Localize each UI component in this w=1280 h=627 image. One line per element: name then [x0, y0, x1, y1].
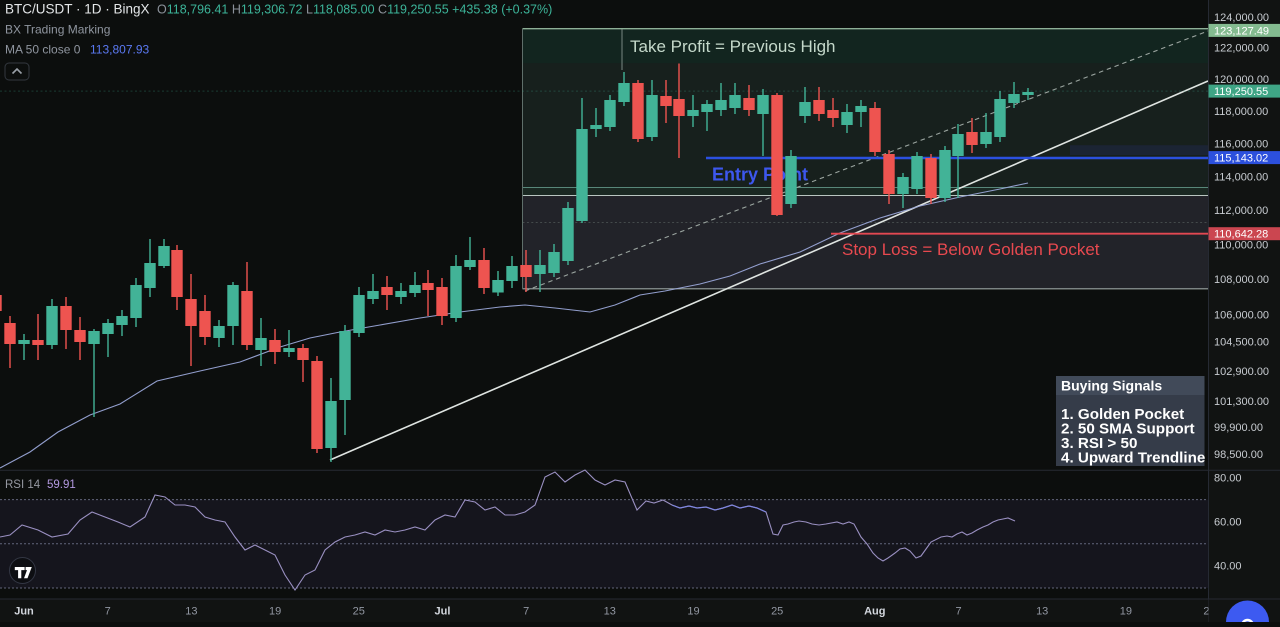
svg-text:BTC/USDT · 1D · BingX: BTC/USDT · 1D · BingX — [5, 2, 150, 17]
svg-text:7: 7 — [955, 606, 961, 618]
svg-text:59.91: 59.91 — [47, 479, 76, 491]
svg-text:RSI 14: RSI 14 — [5, 479, 41, 491]
svg-text:123,127.49: 123,127.49 — [1214, 25, 1269, 37]
svg-text:102,900.00: 102,900.00 — [1214, 366, 1269, 378]
svg-text:13: 13 — [1036, 606, 1048, 618]
svg-text:124,000.00: 124,000.00 — [1214, 12, 1269, 24]
svg-text:40.00: 40.00 — [1214, 561, 1242, 573]
svg-text:108,000.00: 108,000.00 — [1214, 274, 1269, 286]
svg-text:122,000.00: 122,000.00 — [1214, 43, 1269, 55]
svg-text:106,000.00: 106,000.00 — [1214, 310, 1269, 322]
svg-text:112,000.00: 112,000.00 — [1214, 205, 1268, 217]
svg-text:25: 25 — [771, 606, 783, 618]
svg-text:80.00: 80.00 — [1214, 472, 1242, 484]
svg-text:19: 19 — [269, 606, 281, 618]
svg-text:Take Profit = Previous High: Take Profit = Previous High — [630, 37, 836, 56]
svg-text:7: 7 — [105, 606, 111, 618]
svg-text:19: 19 — [687, 606, 699, 618]
svg-text:25: 25 — [353, 606, 365, 618]
svg-text:MA 50 close 0: MA 50 close 0 — [5, 43, 81, 57]
svg-text:Jul: Jul — [435, 606, 451, 618]
svg-text:115,143.02: 115,143.02 — [1214, 153, 1268, 165]
svg-text:98,500.00: 98,500.00 — [1214, 449, 1263, 461]
svg-text:13: 13 — [604, 606, 616, 618]
svg-text:13: 13 — [185, 606, 197, 618]
svg-text:114,000.00: 114,000.00 — [1214, 171, 1268, 183]
svg-text:4. Upward Trendline: 4. Upward Trendline — [1061, 450, 1205, 467]
svg-text:Buying Signals: Buying Signals — [1061, 378, 1162, 394]
svg-text:19: 19 — [1120, 606, 1132, 618]
svg-text:119,250.55: 119,250.55 — [1214, 86, 1268, 98]
svg-text:Aug: Aug — [864, 606, 885, 618]
svg-text:101,300.00: 101,300.00 — [1214, 396, 1269, 408]
svg-text:116,000.00: 116,000.00 — [1214, 138, 1268, 150]
svg-text:110,000.00: 110,000.00 — [1214, 239, 1268, 251]
svg-text:99,900.00: 99,900.00 — [1214, 422, 1263, 434]
svg-text:O118,796.41 H119,306.72 L118,0: O118,796.41 H119,306.72 L118,085.00 C119… — [157, 3, 552, 17]
svg-text:110,642.28: 110,642.28 — [1214, 229, 1268, 241]
svg-text:60.00: 60.00 — [1214, 517, 1242, 529]
svg-text:118,000.00: 118,000.00 — [1214, 106, 1268, 118]
svg-text:104,500.00: 104,500.00 — [1214, 337, 1269, 349]
svg-text:113,807.93: 113,807.93 — [90, 43, 149, 57]
svg-text:7: 7 — [523, 606, 529, 618]
svg-text:Jun: Jun — [14, 606, 34, 618]
svg-text:120,000.00: 120,000.00 — [1214, 74, 1269, 86]
svg-text:BX Trading Marking: BX Trading Marking — [5, 23, 110, 37]
svg-text:Stop Loss = Below Golden Pocke: Stop Loss = Below Golden Pocket — [842, 240, 1100, 259]
